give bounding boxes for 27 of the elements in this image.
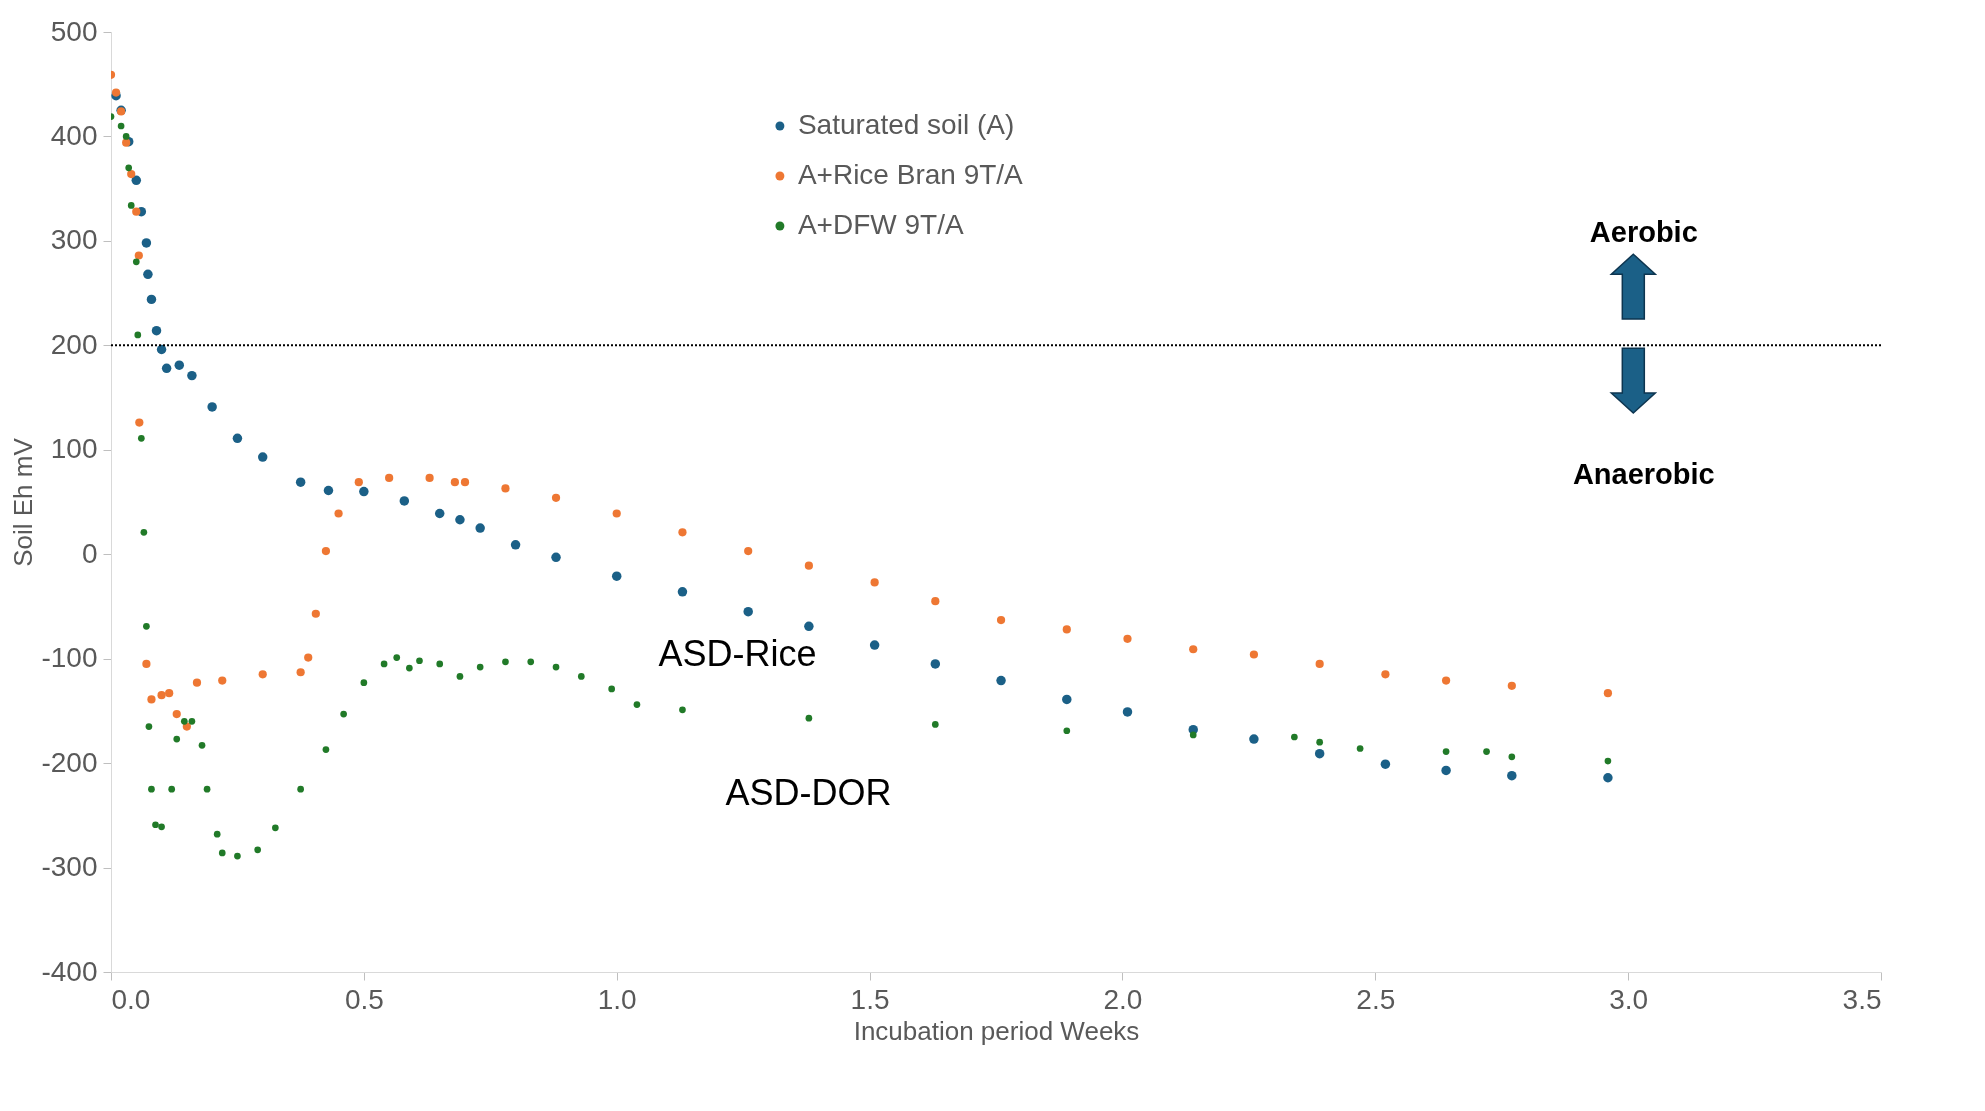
y-tick-label: -100 [41,642,98,674]
annotation: Anaerobic [1572,457,1715,490]
legend-label: A+DFW 9T/A [797,209,964,240]
y-tick-label: 0 [81,537,98,569]
x-tick-label: 3.5 [1842,983,1882,1015]
x-tick-label: 3.0 [1609,983,1649,1015]
y-tick-label: -400 [41,955,98,987]
y-tick-label: -300 [41,851,98,883]
annotation: ASD-DOR [725,772,892,814]
y-tick-label: 100 [50,433,98,465]
x-tick-label: 0.5 [344,983,384,1015]
annotation: Aerobic [1589,216,1698,249]
y-axis-title: Soil Eh mV [8,437,39,567]
y-tick-label: 200 [50,328,98,360]
y-tick-label: 500 [50,15,98,47]
y-tick-label: 400 [50,119,98,151]
x-tick-label: 1.5 [850,983,890,1015]
x-tick-label: 2.5 [1356,983,1396,1015]
y-tick-label: -200 [41,746,98,778]
legend-label: Saturated soil (A) [797,109,1015,140]
x-tick-label: 2.0 [1103,983,1143,1015]
legend-label: A+Rice Bran 9T/A [797,159,1024,190]
x-tick-label: 0.0 [111,983,151,1015]
x-tick-label: 1.0 [597,983,637,1015]
x-axis-title: Incubation period Weeks [853,1015,1140,1046]
y-tick-label: 300 [50,224,98,256]
annotation: ASD-Rice [658,633,817,675]
